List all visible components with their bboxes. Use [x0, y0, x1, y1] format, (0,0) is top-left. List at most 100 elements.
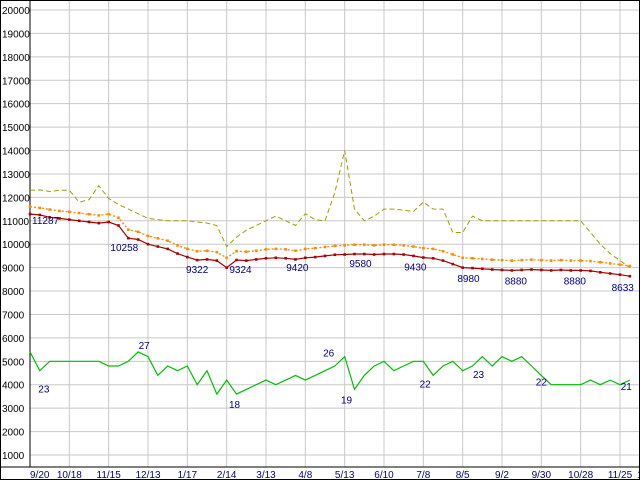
- avg-price-marker: [618, 263, 622, 266]
- avg-price-marker: [628, 264, 632, 268]
- x-axis-label: 3/13: [256, 470, 276, 480]
- avg-price-marker: [28, 205, 32, 209]
- min-price-marker: [520, 268, 523, 272]
- min-price-marker: [353, 252, 356, 256]
- min-price-marker: [549, 269, 553, 272]
- y-axis-label: 16000: [2, 100, 30, 111]
- x-axis-label: 1/17: [178, 470, 198, 480]
- y-axis-label: 4000: [2, 381, 25, 392]
- min-price-marker: [510, 269, 514, 272]
- min-price-marker: [333, 253, 337, 257]
- min-price-marker: [254, 258, 258, 261]
- x-axis-label: 9/30: [532, 470, 552, 480]
- data-point-label: 11287: [32, 216, 60, 227]
- data-point-label: 8880: [564, 276, 587, 287]
- x-axis-label: 12/13: [135, 470, 160, 480]
- avg-price-marker: [58, 209, 61, 213]
- x-axis-label: 10/28: [568, 470, 593, 480]
- avg-price-marker: [284, 248, 287, 251]
- data-point-label: 27: [139, 341, 151, 352]
- data-point-label: 10258: [110, 243, 138, 254]
- min-price-marker: [392, 252, 396, 256]
- min-price-marker: [343, 253, 346, 256]
- avg-price-marker: [500, 258, 504, 262]
- min-price-marker: [363, 252, 366, 256]
- data-point-label: 9324: [229, 265, 252, 276]
- max-price-line: [29, 150, 631, 269]
- x-axis-label: 2/14: [217, 470, 237, 480]
- min-price-marker: [117, 224, 120, 227]
- avg-price-marker: [441, 249, 445, 253]
- min-price-marker: [205, 258, 209, 261]
- min-price-marker: [500, 268, 504, 272]
- avg-price-marker: [107, 212, 110, 216]
- avg-price-marker: [323, 245, 327, 249]
- min-price-marker: [431, 256, 435, 260]
- avg-price-marker: [363, 243, 366, 246]
- min-price-marker: [264, 256, 268, 260]
- min-price-marker: [38, 213, 42, 217]
- avg-price-marker: [569, 259, 573, 262]
- data-point-label: 9322: [186, 265, 209, 276]
- min-price-marker: [68, 218, 71, 221]
- min-price-marker: [530, 268, 533, 271]
- avg-price-marker: [451, 253, 455, 256]
- x-axis-label: 7/8: [416, 470, 430, 480]
- avg-price-marker: [166, 239, 169, 242]
- min-price-marker: [215, 259, 219, 262]
- avg-price-marker: [156, 237, 160, 240]
- min-price-marker: [382, 252, 386, 256]
- min-price-marker: [146, 242, 150, 246]
- avg-price-marker: [254, 249, 258, 253]
- listing-count-line: [29, 351, 631, 396]
- avg-price-marker: [549, 259, 553, 262]
- min-price-marker: [274, 256, 278, 260]
- avg-price-marker: [382, 243, 386, 246]
- data-point-label: 22: [536, 377, 548, 388]
- min-price-marker: [481, 267, 484, 271]
- data-point-label: 26: [323, 349, 335, 360]
- avg-price-marker: [294, 249, 297, 253]
- avg-price-marker: [431, 247, 435, 251]
- min-price-marker: [599, 271, 602, 274]
- avg-price-marker: [333, 244, 337, 248]
- min-price-marker: [451, 262, 455, 266]
- y-axis-label: 7000: [2, 310, 25, 321]
- avg-price-marker: [599, 260, 602, 264]
- y-axis-label: 14000: [2, 147, 30, 158]
- avg-price-marker: [205, 249, 209, 253]
- min-price-marker: [166, 247, 169, 251]
- min-price-marker: [245, 259, 248, 262]
- min-price-marker: [559, 268, 563, 272]
- avg-price-marker: [77, 211, 81, 215]
- avg-price-marker: [343, 244, 346, 247]
- avg-price-marker: [215, 250, 219, 254]
- min-price-marker: [441, 259, 445, 262]
- min-price-marker: [569, 269, 573, 272]
- y-axis-label: 10000: [2, 240, 30, 251]
- min-price-marker: [176, 252, 179, 255]
- min-price-marker: [294, 258, 297, 261]
- min-price-marker: [490, 268, 494, 271]
- y-axis-label: 5000: [2, 357, 25, 368]
- data-point-label: 8880: [505, 276, 528, 287]
- avg-price-marker: [471, 256, 474, 260]
- avg-price-marker: [97, 214, 101, 217]
- min-price-marker: [402, 253, 405, 256]
- min-price-marker: [87, 220, 91, 224]
- y-axis-label: 12000: [2, 193, 30, 204]
- avg-price-marker: [353, 243, 356, 246]
- data-point-label: 21: [621, 382, 633, 393]
- min-price-marker: [77, 219, 81, 223]
- avg-price-marker: [579, 259, 582, 262]
- min-price-line: [29, 213, 630, 277]
- avg-price-marker: [608, 262, 612, 265]
- min-price-marker: [225, 266, 228, 269]
- avg-price-marker: [304, 247, 307, 251]
- avg-price-marker: [146, 234, 150, 238]
- y-axis-label: 15000: [2, 123, 30, 134]
- avg-price-marker: [372, 244, 376, 247]
